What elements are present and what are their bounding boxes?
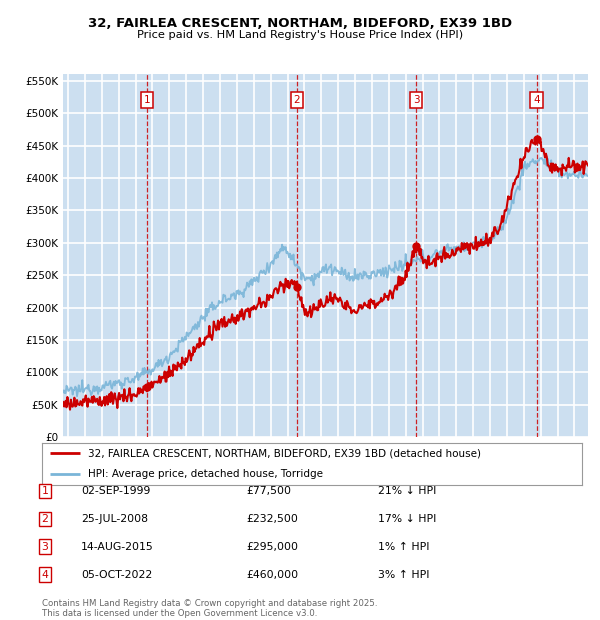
- Text: 3: 3: [41, 542, 49, 552]
- Text: 4: 4: [41, 570, 49, 580]
- Text: £232,500: £232,500: [246, 514, 298, 524]
- Text: £460,000: £460,000: [246, 570, 298, 580]
- Text: 17% ↓ HPI: 17% ↓ HPI: [378, 514, 436, 524]
- Text: 1: 1: [143, 95, 150, 105]
- Text: 4: 4: [533, 95, 540, 105]
- Text: 1% ↑ HPI: 1% ↑ HPI: [378, 542, 430, 552]
- Text: 32, FAIRLEA CRESCENT, NORTHAM, BIDEFORD, EX39 1BD (detached house): 32, FAIRLEA CRESCENT, NORTHAM, BIDEFORD,…: [88, 448, 481, 458]
- Text: 2: 2: [293, 95, 300, 105]
- Text: £295,000: £295,000: [246, 542, 298, 552]
- Text: 2: 2: [41, 514, 49, 524]
- Text: 32, FAIRLEA CRESCENT, NORTHAM, BIDEFORD, EX39 1BD: 32, FAIRLEA CRESCENT, NORTHAM, BIDEFORD,…: [88, 17, 512, 30]
- Text: £77,500: £77,500: [246, 486, 291, 496]
- Text: 05-OCT-2022: 05-OCT-2022: [81, 570, 152, 580]
- Text: HPI: Average price, detached house, Torridge: HPI: Average price, detached house, Torr…: [88, 469, 323, 479]
- Text: 3: 3: [413, 95, 419, 105]
- Text: 02-SEP-1999: 02-SEP-1999: [81, 486, 151, 496]
- Text: 25-JUL-2008: 25-JUL-2008: [81, 514, 148, 524]
- Text: 1: 1: [41, 486, 49, 496]
- Text: 3% ↑ HPI: 3% ↑ HPI: [378, 570, 430, 580]
- Text: Price paid vs. HM Land Registry's House Price Index (HPI): Price paid vs. HM Land Registry's House …: [137, 30, 463, 40]
- Text: 14-AUG-2015: 14-AUG-2015: [81, 542, 154, 552]
- Text: Contains HM Land Registry data © Crown copyright and database right 2025.
This d: Contains HM Land Registry data © Crown c…: [42, 599, 377, 618]
- Text: 21% ↓ HPI: 21% ↓ HPI: [378, 486, 436, 496]
